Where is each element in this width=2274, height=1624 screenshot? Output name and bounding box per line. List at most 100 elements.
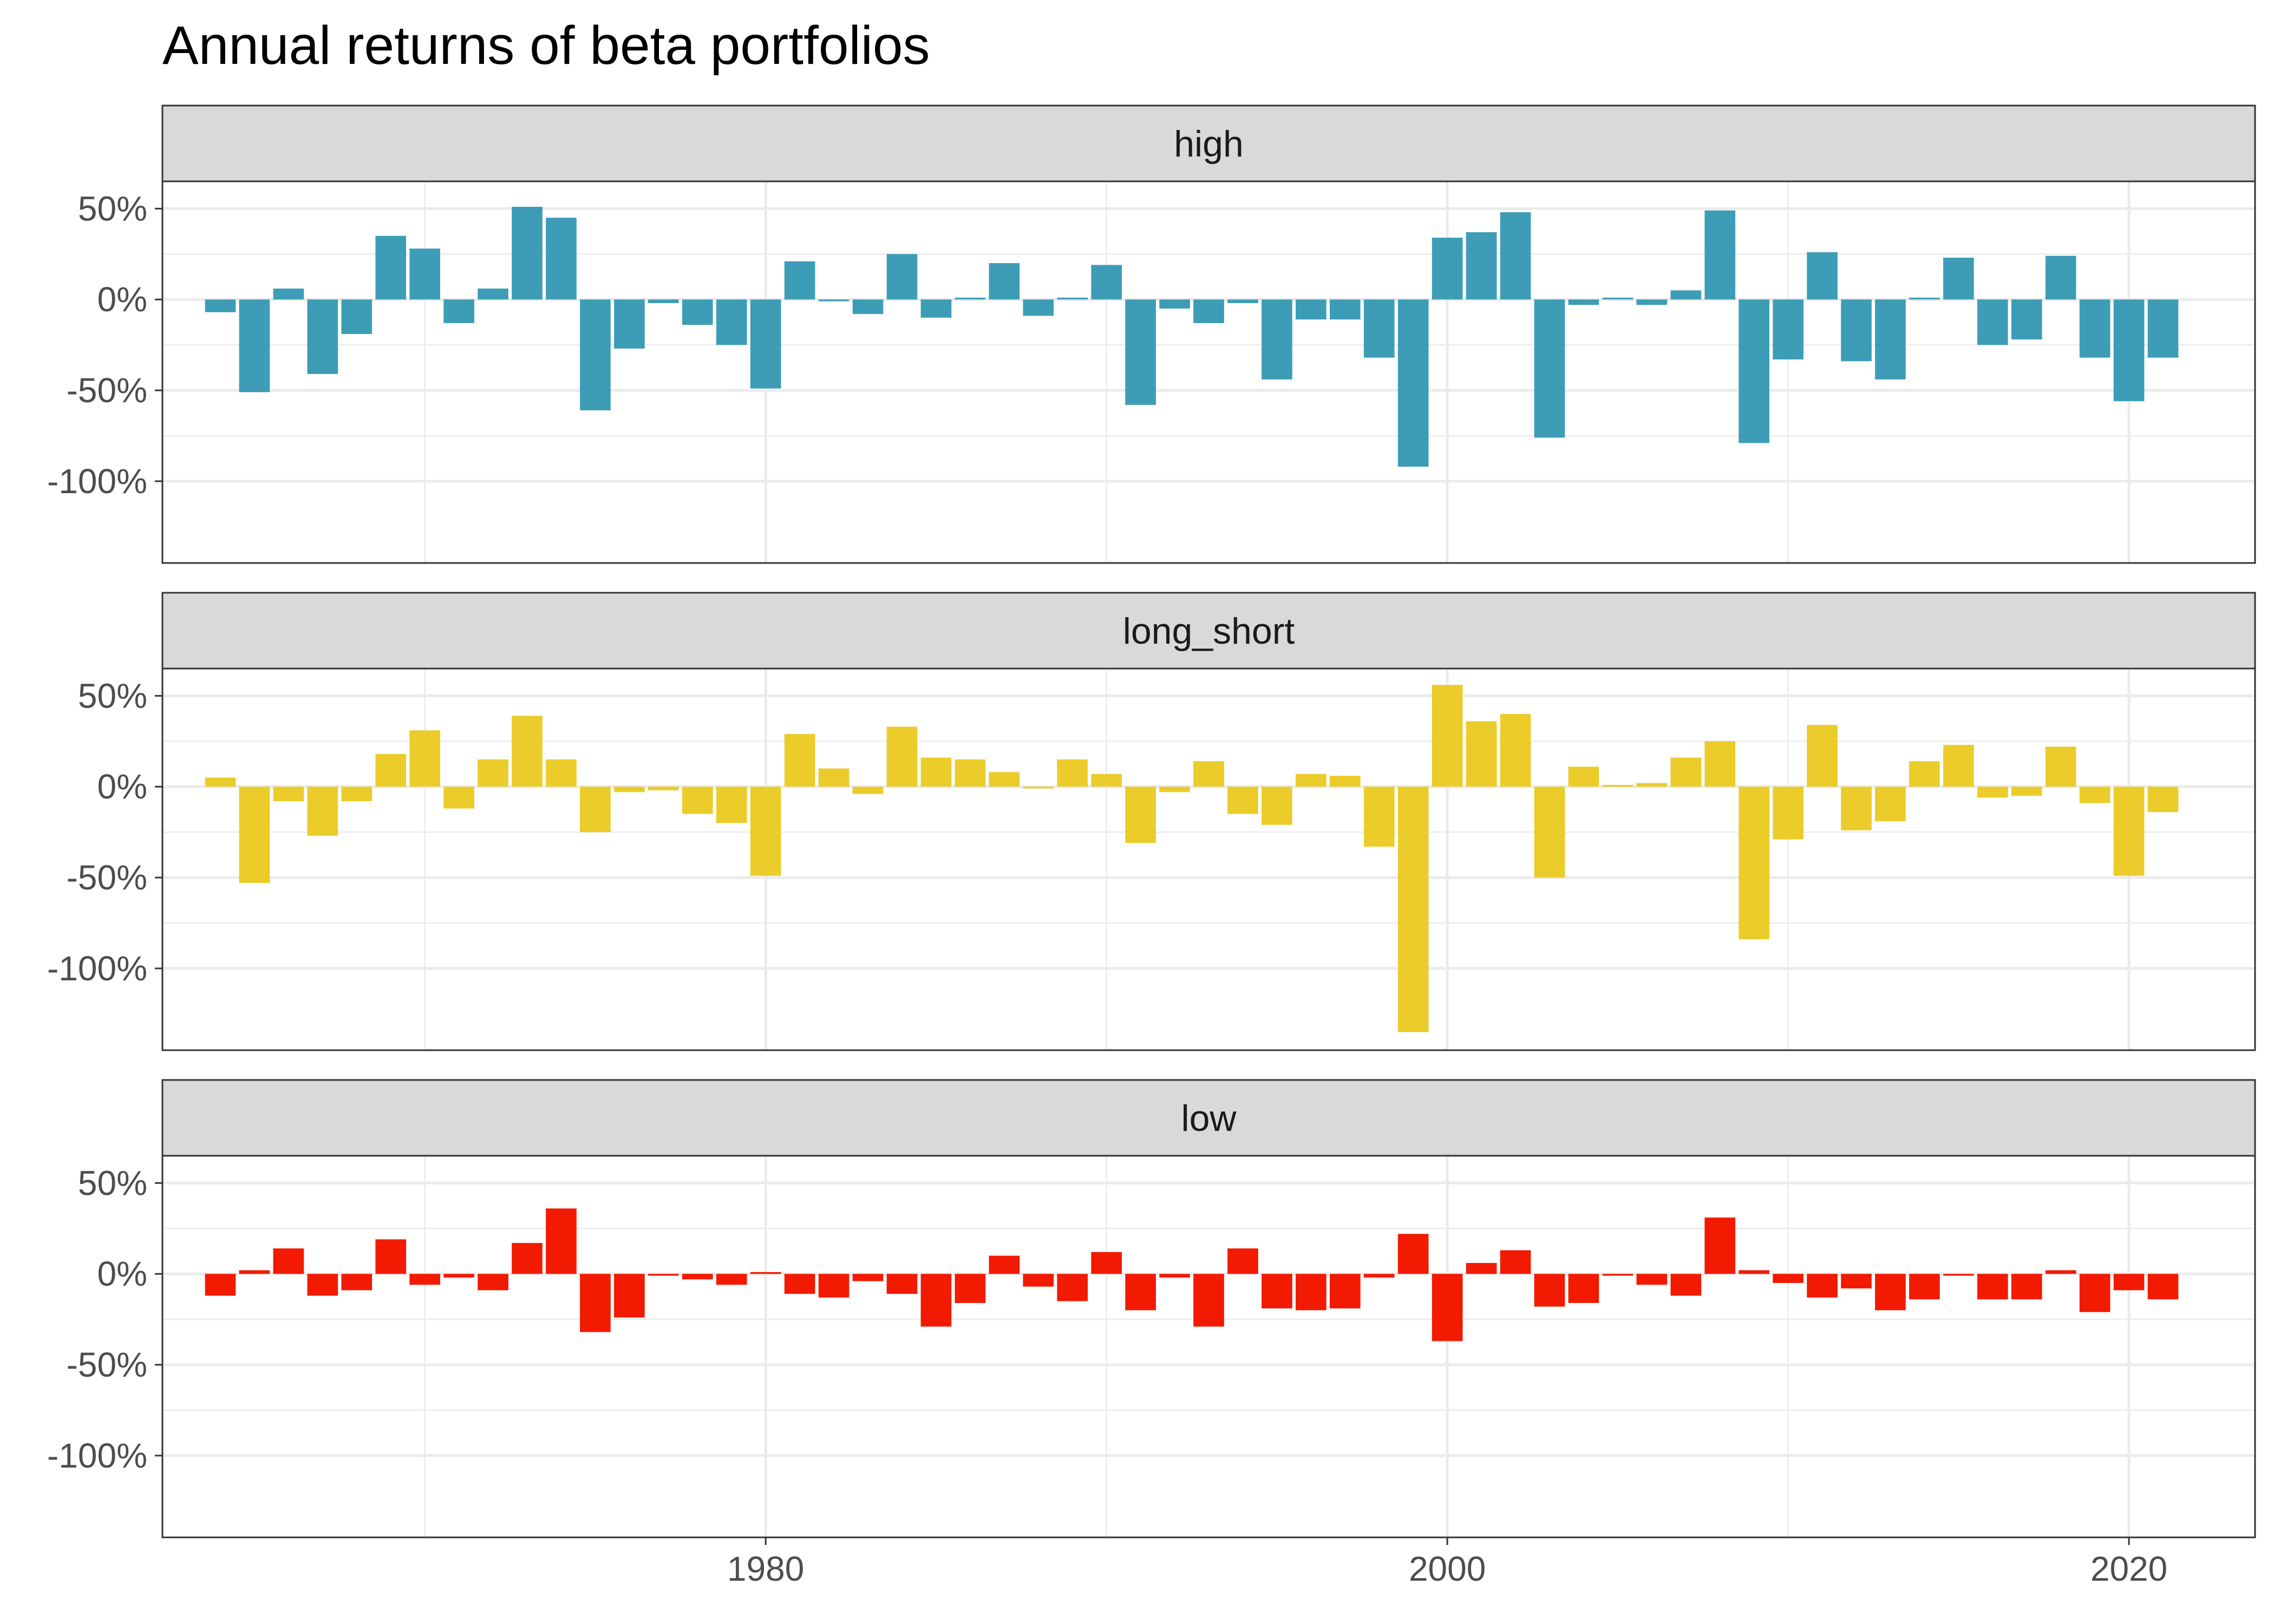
- bar-high-1972: [478, 289, 508, 300]
- bar-low-1984: [886, 1274, 918, 1294]
- bar-low-2004: [1568, 1274, 1599, 1303]
- bar-low-2010: [1773, 1274, 1803, 1283]
- bar-low-1996: [1296, 1274, 1327, 1311]
- bar-low-1976: [614, 1274, 645, 1318]
- bar-low-1995: [1262, 1274, 1292, 1308]
- bar-high-2012: [1841, 299, 1872, 362]
- bar-high-1999: [1397, 299, 1429, 467]
- bar-long-short-2001: [1466, 721, 1497, 787]
- bar-low-1990: [1091, 1252, 1122, 1274]
- panel-background: [162, 669, 2255, 1050]
- y-tick-label: -50%: [67, 858, 147, 897]
- bar-high-2010: [1773, 299, 1803, 359]
- panel-background: [162, 181, 2255, 563]
- y-tick-label: -100%: [47, 1436, 147, 1475]
- bar-high-2017: [2011, 299, 2042, 340]
- facet-panel-long-short: long_short 50% 0% -50% -100%: [47, 592, 2256, 1051]
- bar-low-1986: [955, 1274, 986, 1303]
- bar-long-short-2007: [1670, 757, 1702, 787]
- bar-low-1983: [852, 1274, 884, 1281]
- y-tick-label: -100%: [47, 462, 147, 501]
- bar-high-1990: [1091, 265, 1122, 300]
- bar-long-short-1991: [1125, 787, 1156, 843]
- bar-long-short-2009: [1739, 787, 1769, 940]
- bar-low-1967: [307, 1274, 338, 1296]
- bar-low-1989: [1057, 1274, 1088, 1301]
- bar-high-1977: [648, 299, 679, 303]
- bar-low-2002: [1500, 1250, 1531, 1274]
- bar-long-short-2006: [1636, 783, 1668, 787]
- bar-high-1982: [818, 299, 850, 302]
- bar-low-1975: [580, 1274, 611, 1332]
- bar-long-short-1966: [273, 787, 304, 802]
- bar-long-short-1975: [580, 787, 611, 833]
- bar-long-short-2018: [2045, 746, 2076, 787]
- bar-long-short-1997: [1329, 776, 1361, 787]
- bar-low-1979: [716, 1274, 747, 1285]
- bar-high-1998: [1363, 299, 1395, 358]
- bar-low-1998: [1363, 1274, 1395, 1278]
- bar-high-1988: [1023, 299, 1054, 316]
- chart-title: Annual returns of beta portfolios: [162, 15, 930, 76]
- bar-long-short-2005: [1602, 784, 1633, 787]
- bar-low-2011: [1807, 1274, 1838, 1298]
- bar-high-2019: [2079, 299, 2110, 358]
- bar-high-1974: [546, 218, 577, 300]
- facet-strip-label: long_short: [1123, 611, 1295, 652]
- bar-low-1966: [273, 1248, 304, 1274]
- bar-long-short-1993: [1193, 761, 1224, 787]
- bar-long-short-1986: [955, 759, 986, 787]
- bar-long-short-1973: [512, 716, 543, 787]
- bar-low-2020: [2113, 1274, 2145, 1291]
- bar-low-1977: [648, 1274, 679, 1276]
- bar-long-short-1979: [716, 787, 747, 823]
- bar-high-1966: [273, 289, 304, 300]
- bar-low-2008: [1704, 1217, 1736, 1274]
- bar-long-short-1996: [1296, 774, 1327, 787]
- bar-long-short-2010: [1773, 787, 1803, 840]
- bar-long-short-1977: [648, 787, 679, 790]
- bar-long-short-1971: [443, 787, 474, 809]
- bar-high-2014: [1909, 297, 1940, 300]
- bar-long-short-2020: [2113, 787, 2145, 876]
- bar-high-1984: [886, 254, 918, 300]
- bar-low-1987: [989, 1255, 1020, 1274]
- bar-high-2001: [1466, 232, 1497, 300]
- bar-low-2015: [1943, 1274, 1974, 1276]
- facet-strip: [161, 104, 2256, 182]
- bar-high-2005: [1602, 297, 1633, 300]
- bar-long-short-1999: [1397, 787, 1429, 1032]
- bar-high-1989: [1057, 297, 1088, 300]
- y-tick-label: -50%: [67, 371, 147, 410]
- bar-low-2000: [1432, 1274, 1463, 1341]
- bar-long-short-2011: [1807, 725, 1838, 787]
- bar-high-2009: [1739, 299, 1769, 443]
- bar-low-2001: [1466, 1263, 1497, 1274]
- bar-low-1988: [1023, 1274, 1054, 1287]
- bar-low-2003: [1534, 1274, 1565, 1307]
- bar-low-2019: [2079, 1274, 2110, 1312]
- bar-long-short-1983: [852, 787, 884, 794]
- facet-panel-high: high 50% 0% -50% -100%: [47, 104, 2256, 564]
- bar-low-1968: [341, 1274, 373, 1291]
- facet-strip-label: high: [1174, 123, 1244, 165]
- bar-high-1991: [1125, 299, 1156, 405]
- bar-high-1980: [750, 299, 781, 389]
- bar-long-short-1978: [682, 787, 713, 814]
- bar-high-1994: [1227, 299, 1258, 303]
- bar-long-short-2003: [1534, 787, 1565, 878]
- bar-low-1973: [512, 1243, 543, 1274]
- bar-low-1999: [1397, 1234, 1429, 1274]
- bar-high-2003: [1534, 299, 1565, 438]
- y-tick-label: 0%: [97, 280, 148, 319]
- bar-high-2007: [1670, 290, 1702, 300]
- bar-high-1975: [580, 299, 611, 410]
- bar-long-short-2014: [1909, 761, 1940, 787]
- bar-long-short-2012: [1841, 787, 1872, 830]
- bar-low-1981: [784, 1274, 815, 1294]
- bar-low-2012: [1841, 1274, 1872, 1289]
- bar-high-1992: [1159, 299, 1190, 309]
- bar-long-short-2000: [1432, 685, 1463, 787]
- bar-low-1978: [682, 1274, 713, 1280]
- bar-low-2016: [1977, 1274, 2008, 1300]
